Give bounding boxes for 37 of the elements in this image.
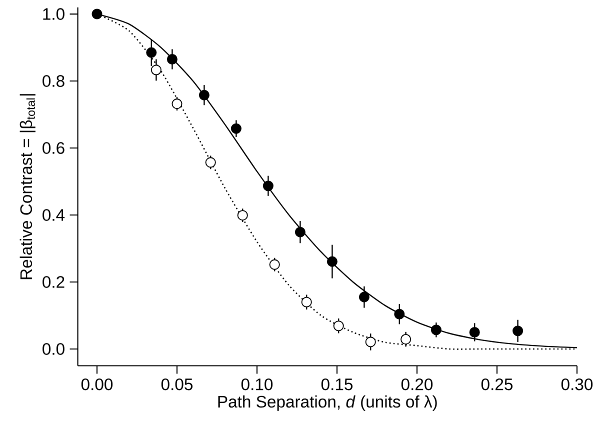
y-axis-title: Relative Contrast = |β$_{total}$| (20, 94, 36, 280)
point (172, 98, 182, 110)
point (166, 54, 178, 65)
y-tick-label: 0.8 (42, 75, 64, 87)
x-tick-label: 0.00 (81, 378, 113, 390)
point (469, 326, 480, 338)
point (198, 90, 210, 100)
point (146, 47, 157, 58)
point (430, 324, 442, 336)
point (205, 157, 216, 168)
y-tick-label: 1.0 (43, 8, 64, 20)
point (400, 334, 412, 345)
y-tick-label: 0.6 (42, 142, 64, 154)
point (365, 336, 376, 348)
point (294, 226, 306, 238)
point (394, 308, 405, 320)
x-tick-label: 0.10 (241, 378, 273, 390)
point (230, 123, 242, 134)
x-tick-label: 0.25 (481, 378, 513, 390)
x-tick-label: 0.20 (401, 378, 433, 390)
point (237, 210, 248, 221)
point (358, 292, 370, 302)
x-axis-title: Path Separation, d (units of λ) (218, 395, 437, 411)
point (333, 320, 344, 332)
point (301, 296, 312, 308)
point (92, 8, 102, 20)
point (512, 326, 524, 336)
y-tick-label: 0.2 (42, 276, 64, 288)
point (262, 180, 274, 192)
point (150, 64, 162, 76)
y-tick-label: 0.4 (42, 209, 65, 221)
x-tick-label: 0.30 (561, 378, 593, 390)
point (326, 256, 338, 267)
y-tick-label: 0.0 (42, 343, 64, 355)
point (269, 259, 280, 270)
x-tick-label: 0.15 (321, 378, 353, 390)
x-tick-label: 0.05 (161, 378, 193, 390)
